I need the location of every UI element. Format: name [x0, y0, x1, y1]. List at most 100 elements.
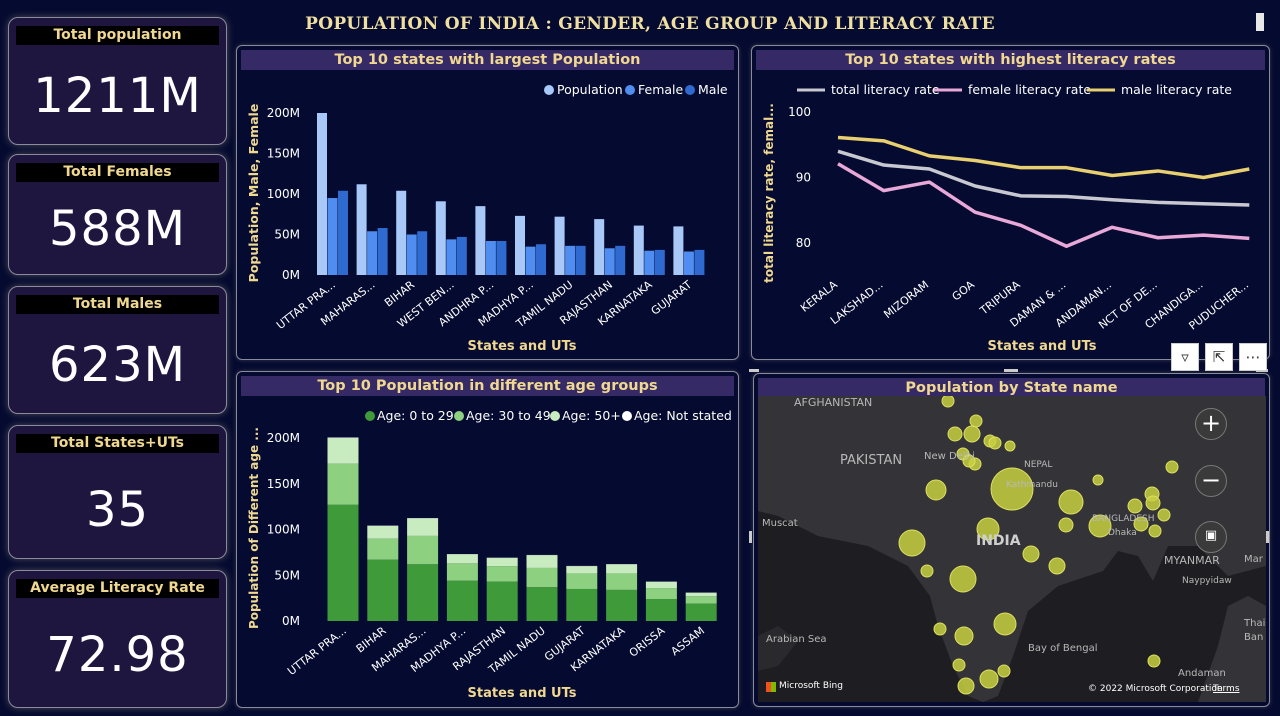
map-label: Muscat: [762, 518, 798, 529]
map-land-ridge: [758, 626, 798, 671]
bar-segment: [606, 573, 638, 590]
legend-marker: [550, 411, 560, 421]
age-chart-panel[interactable]: Top 10 Population in different age group…: [236, 371, 739, 708]
state-bubble: [947, 426, 963, 442]
bar: [417, 231, 428, 275]
population-chart-panel[interactable]: Top 10 states with largest Population: [236, 45, 739, 360]
bar: [554, 216, 565, 275]
state-bubble: [933, 622, 947, 636]
series-line: [837, 149, 1250, 207]
y-tick-label: 150M: [267, 147, 300, 161]
bar-segment: [645, 599, 677, 621]
kpi-label: Total Females: [16, 163, 219, 182]
map-land: [758, 396, 1266, 702]
state-bubble: [1165, 460, 1179, 474]
y-tick-label: 100M: [267, 187, 300, 201]
bar: [435, 201, 446, 275]
state-bubble: [997, 664, 1011, 678]
dashboard-title: POPULATION OF INDIA : GENDER, AGE GROUP …: [305, 14, 995, 34]
bar-segment: [685, 592, 717, 597]
filter-icon[interactable]: ▿: [1171, 343, 1199, 371]
map-label: NEPAL: [1024, 460, 1053, 470]
population-chart-title: Top 10 states with largest Population: [241, 50, 734, 70]
bar: [525, 246, 536, 275]
legend-marker: [625, 85, 635, 95]
state-bubble: [920, 564, 934, 578]
bar-segment: [566, 573, 598, 589]
y-axis-title: total literacy rate, femal...: [762, 103, 776, 283]
resize-handle[interactable]: [749, 369, 759, 372]
state-bubble: [941, 396, 955, 408]
bar-segment: [606, 564, 638, 574]
bar: [396, 190, 407, 275]
state-bubble: [1157, 508, 1171, 522]
legend-label: Age: Not stated: [634, 408, 732, 423]
zoom-in-button[interactable]: +: [1195, 408, 1227, 440]
bar-segment: [606, 589, 638, 621]
kpi-value: 72.98: [46, 627, 189, 683]
state-bubble: [954, 626, 974, 646]
bing-logo-icon: [766, 682, 776, 692]
focus-mode-icon[interactable]: ⇱: [1205, 343, 1233, 371]
bar: [515, 215, 525, 275]
kpi-label: Total Males: [16, 295, 219, 314]
bar-segment: [446, 580, 478, 621]
resize-handle[interactable]: [1004, 369, 1018, 372]
bar-segment: [407, 564, 439, 621]
resize-handle[interactable]: [749, 531, 752, 543]
bar-segment: [407, 535, 439, 565]
map-label: Ban: [1244, 632, 1264, 643]
bar-segment: [486, 566, 518, 582]
state-bubble: [1058, 489, 1084, 515]
more-options-icon[interactable]: ⋯: [1239, 343, 1267, 371]
state-bubble: [976, 517, 1000, 541]
state-bubble: [979, 669, 999, 689]
y-tick-label: 0M: [282, 614, 300, 628]
map-label: Naypyidaw: [1182, 576, 1232, 586]
bar: [485, 240, 496, 275]
focus-mode-icon[interactable]: [1256, 13, 1264, 31]
bar-segment: [645, 588, 677, 600]
bar-segment: [685, 603, 717, 621]
bar-segment: [685, 596, 717, 604]
state-bubble: [962, 454, 976, 468]
y-tick-label: 0M: [282, 268, 300, 282]
bar: [565, 245, 576, 275]
map-terms-link[interactable]: Terms: [1213, 684, 1240, 694]
kpi-average-literacy: Average Literacy Rate 72.98: [8, 570, 227, 708]
legend-marker: [544, 85, 554, 95]
bar: [317, 113, 327, 275]
bar: [406, 234, 417, 275]
series-line: [837, 162, 1250, 249]
legend-marker: [685, 85, 695, 95]
bar-segment: [367, 525, 399, 539]
state-bubble: [1022, 545, 1040, 563]
resize-handle[interactable]: [1266, 531, 1269, 543]
bar: [377, 228, 388, 275]
map-attribution: Microsoft Bing: [779, 681, 843, 691]
bar: [683, 251, 694, 275]
zoom-out-button[interactable]: −: [1195, 465, 1227, 497]
y-tick-label: 150M: [267, 477, 300, 491]
legend-label: male literacy rate: [1121, 82, 1232, 97]
y-tick-label: 90: [796, 171, 811, 185]
kpi-value: 623M: [48, 337, 187, 393]
state-bubble: [1147, 654, 1161, 668]
legend-marker: [365, 411, 375, 421]
map-land-lower: [1198, 596, 1266, 702]
india-map[interactable]: AFGHANISTAN PAKISTAN New Delhi NEPAL Kat…: [758, 396, 1266, 702]
bar: [338, 190, 348, 275]
bar-segment: [446, 563, 478, 581]
literacy-chart-title: Top 10 states with highest literacy rate…: [756, 50, 1265, 70]
select-area-icon[interactable]: ▣: [1195, 521, 1227, 553]
x-axis-title: States and UTs: [468, 339, 577, 354]
bar-segment: [367, 559, 399, 621]
state-bubble: [1048, 557, 1066, 575]
map-label: PAKISTAN: [840, 453, 903, 468]
kpi-total-population: Total population 1211M: [8, 17, 227, 145]
bar-segment: [486, 581, 518, 621]
bar: [633, 225, 644, 275]
legend-label: Male: [698, 82, 728, 97]
